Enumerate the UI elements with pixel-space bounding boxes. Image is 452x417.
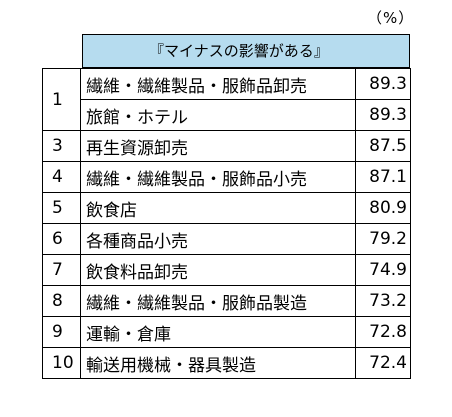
industry-cell: 輸送用機械・器具製造 [80,347,356,379]
industry-cell: 繊維・繊維製品・服飾品小売 [80,161,356,193]
value-cell: 87.1 [355,161,411,193]
table-row: 8 繊維・繊維製品・服飾品製造 73.2 [42,285,411,317]
value-cell: 89.3 [355,99,411,131]
unit-label: （%） [367,9,415,27]
rank-cell: 4 [42,161,81,193]
rank-cell: 1 [42,68,81,131]
industry-cell: 飲食店 [80,192,356,224]
rank-cell: 5 [42,192,81,224]
value-cell: 73.2 [355,285,411,317]
column-header: 『マイナスの影響がある』 [82,34,410,68]
value-cell: 80.9 [355,192,411,224]
rank-cell: 10 [42,347,81,379]
rank-cell: 9 [42,316,81,348]
table-row: 10 輸送用機械・器具製造 72.4 [42,347,411,379]
industry-cell: 飲食料品卸売 [80,254,356,286]
rank-cell: 6 [42,223,81,255]
table-row: 7 飲食料品卸売 74.9 [42,254,411,286]
rank-cell: 8 [42,285,81,317]
rank-cell: 3 [42,130,81,162]
rank-cell: 7 [42,254,81,286]
value-cell: 74.9 [355,254,411,286]
table-row: 9 運輸・倉庫 72.8 [42,316,411,348]
industry-cell: 旅館・ホテル [80,99,356,131]
table-row: 5 飲食店 80.9 [42,192,411,224]
table-row: 6 各種商品小売 79.2 [42,223,411,255]
table-row: 4 繊維・繊維製品・服飾品小売 87.1 [42,161,411,193]
table-row: 旅館・ホテル 89.3 [43,99,411,131]
value-cell: 72.4 [355,347,411,379]
value-cell: 79.2 [355,223,411,255]
industry-cell: 繊維・繊維製品・服飾品製造 [80,285,356,317]
industry-cell: 再生資源卸売 [80,130,356,162]
value-cell: 87.5 [355,130,411,162]
industry-cell: 運輸・倉庫 [80,316,356,348]
industry-cell: 各種商品小売 [80,223,356,255]
value-cell: 89.3 [355,68,411,100]
industry-cell: 繊維・繊維製品・服飾品卸売 [80,68,356,100]
ranking-table: 1 繊維・繊維製品・服飾品卸売 89.3 旅館・ホテル 89.3 3 再生資源卸… [42,68,411,379]
table-row: 3 再生資源卸売 87.5 [42,130,411,162]
value-cell: 72.8 [355,316,411,348]
table-row: 1 繊維・繊維製品・服飾品卸売 89.3 [42,68,411,131]
